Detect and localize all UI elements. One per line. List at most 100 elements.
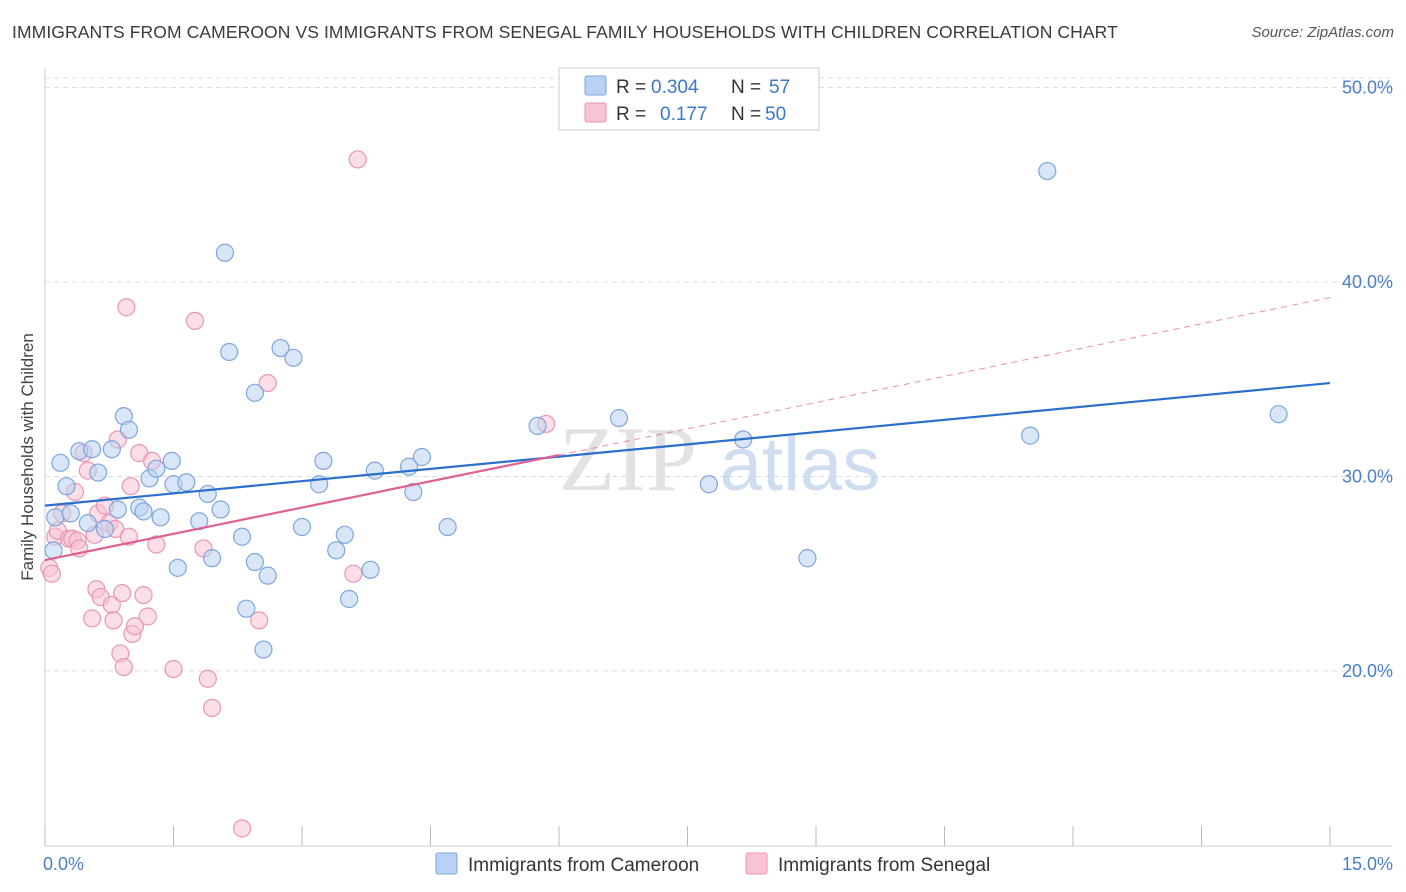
cameroon-point xyxy=(340,589,359,609)
cameroon-point xyxy=(1021,426,1040,445)
senegal-point xyxy=(164,659,183,679)
legend-r-label-senegal: R = xyxy=(616,104,646,125)
cameroon-point xyxy=(245,552,264,572)
legend-r-value-senegal: 0.177 xyxy=(660,104,708,125)
legend-n-value-cameroon: 57 xyxy=(769,77,790,98)
legend-n-label-senegal: N = xyxy=(731,104,761,125)
cameroon-point xyxy=(412,447,432,467)
chart-title: IMMIGRANTS FROM CAMEROON VS IMMIGRANTS F… xyxy=(12,22,1118,42)
cameroon-point xyxy=(61,504,80,523)
cameroon-point xyxy=(151,508,170,527)
y-tick-labels: 50.0% 40.0% 30.0% 20.0% xyxy=(1342,77,1393,681)
senegal-point xyxy=(114,657,133,677)
cameroon-point xyxy=(108,500,127,519)
cameroon-point xyxy=(335,525,354,544)
cameroon-point xyxy=(198,484,217,504)
cameroon-point xyxy=(220,342,239,362)
cameroon-point xyxy=(46,508,65,527)
cameroon-point xyxy=(102,440,121,459)
legend-n-value-senegal: 50 xyxy=(765,104,786,125)
bottom-legend-swatch-senegal xyxy=(745,852,768,875)
cameroon-point xyxy=(147,459,166,478)
cameroon-point xyxy=(361,560,380,579)
x-tick-labels: 0.0% 15.0% xyxy=(43,854,1393,874)
legend-r-value-cameroon: 0.304 xyxy=(651,77,699,98)
trend-lines xyxy=(44,297,1331,562)
legend-r-label-cameroon: R = xyxy=(616,77,646,98)
senegal-point xyxy=(83,609,102,628)
cameroon-point xyxy=(232,527,252,546)
cameroon-point xyxy=(89,463,108,482)
senegal-point xyxy=(117,298,136,317)
cameroon-point xyxy=(292,517,312,537)
cameroon-point xyxy=(258,566,277,585)
watermark-zip: ZIP xyxy=(559,408,697,510)
senegal-point xyxy=(134,585,153,605)
x-tick-label: 0.0% xyxy=(43,854,84,874)
bottom-legend-swatch-cameroon xyxy=(435,852,458,875)
cameroon-point xyxy=(1269,405,1288,424)
bottom-legend-label-senegal: Immigrants from Senegal xyxy=(778,855,990,876)
y-tick-label: 50.0% xyxy=(1342,77,1393,97)
cameroon-point xyxy=(271,338,290,358)
legend-n-label-cameroon: N = xyxy=(731,77,761,98)
y-tick-label: 40.0% xyxy=(1342,272,1393,292)
cameroon-point xyxy=(699,475,719,494)
trend-line-cameroon xyxy=(44,381,1331,507)
cameroon-point xyxy=(314,451,333,470)
cameroon-point xyxy=(327,541,346,560)
cameroon-point xyxy=(245,383,264,402)
senegal-point xyxy=(348,150,367,169)
cameroon-point xyxy=(134,502,153,521)
cameroon-point xyxy=(528,416,547,435)
cameroon-point xyxy=(95,519,115,539)
senegal-point xyxy=(344,564,363,583)
cameroon-point xyxy=(78,514,97,533)
legend-swatch-senegal xyxy=(584,102,607,123)
senegal-point xyxy=(198,669,217,688)
senegal-point xyxy=(258,373,277,393)
axes xyxy=(44,68,1392,847)
cameroon-point xyxy=(202,549,222,568)
cameroon-point xyxy=(215,243,234,262)
watermark: ZIP atlas xyxy=(559,408,880,510)
cameroon-point xyxy=(57,477,76,496)
senegal-point xyxy=(112,584,132,603)
y-tick-label: 30.0% xyxy=(1342,466,1393,486)
cameroon-point xyxy=(168,558,187,577)
senegal-point xyxy=(125,617,145,636)
senegal-point xyxy=(185,311,205,330)
legend-swatch-cameroon xyxy=(584,75,607,96)
senegal-point xyxy=(250,611,269,630)
series-cameroon-points xyxy=(44,161,1288,659)
senegal-point xyxy=(202,698,222,718)
cameroon-point xyxy=(211,500,230,519)
source-credit: Source: ZipAtlas.com xyxy=(1251,24,1394,41)
legend-box: R = 0.304 N = 57 R = 0.177 N = 50 xyxy=(558,67,820,131)
cameroon-point xyxy=(51,453,70,472)
cameroon-point xyxy=(284,348,303,367)
cameroon-point xyxy=(237,599,256,618)
cameroon-point xyxy=(119,420,139,439)
senegal-point xyxy=(147,535,166,554)
senegal-point xyxy=(138,607,157,626)
y-tick-label: 20.0% xyxy=(1342,661,1393,681)
y-axis-label: Family Households with Children xyxy=(18,333,37,581)
gridlines xyxy=(45,77,1392,672)
cameroon-point xyxy=(438,517,457,537)
trend-line-senegal xyxy=(44,453,560,562)
bottom-legend: Immigrants from Cameroon Immigrants from… xyxy=(435,852,990,876)
cameroon-point xyxy=(609,409,629,428)
senegal-point xyxy=(42,564,61,583)
cameroon-point xyxy=(798,549,817,568)
cameroon-point xyxy=(365,461,384,480)
cameroon-point xyxy=(254,640,273,659)
senegal-point xyxy=(232,819,252,838)
series-senegal-points xyxy=(40,150,556,838)
bottom-legend-label-cameroon: Immigrants from Cameroon xyxy=(468,855,699,876)
x-tick-label: 15.0% xyxy=(1342,854,1393,874)
cameroon-point xyxy=(162,451,181,470)
cameroon-point xyxy=(177,473,196,492)
senegal-point xyxy=(121,477,140,496)
